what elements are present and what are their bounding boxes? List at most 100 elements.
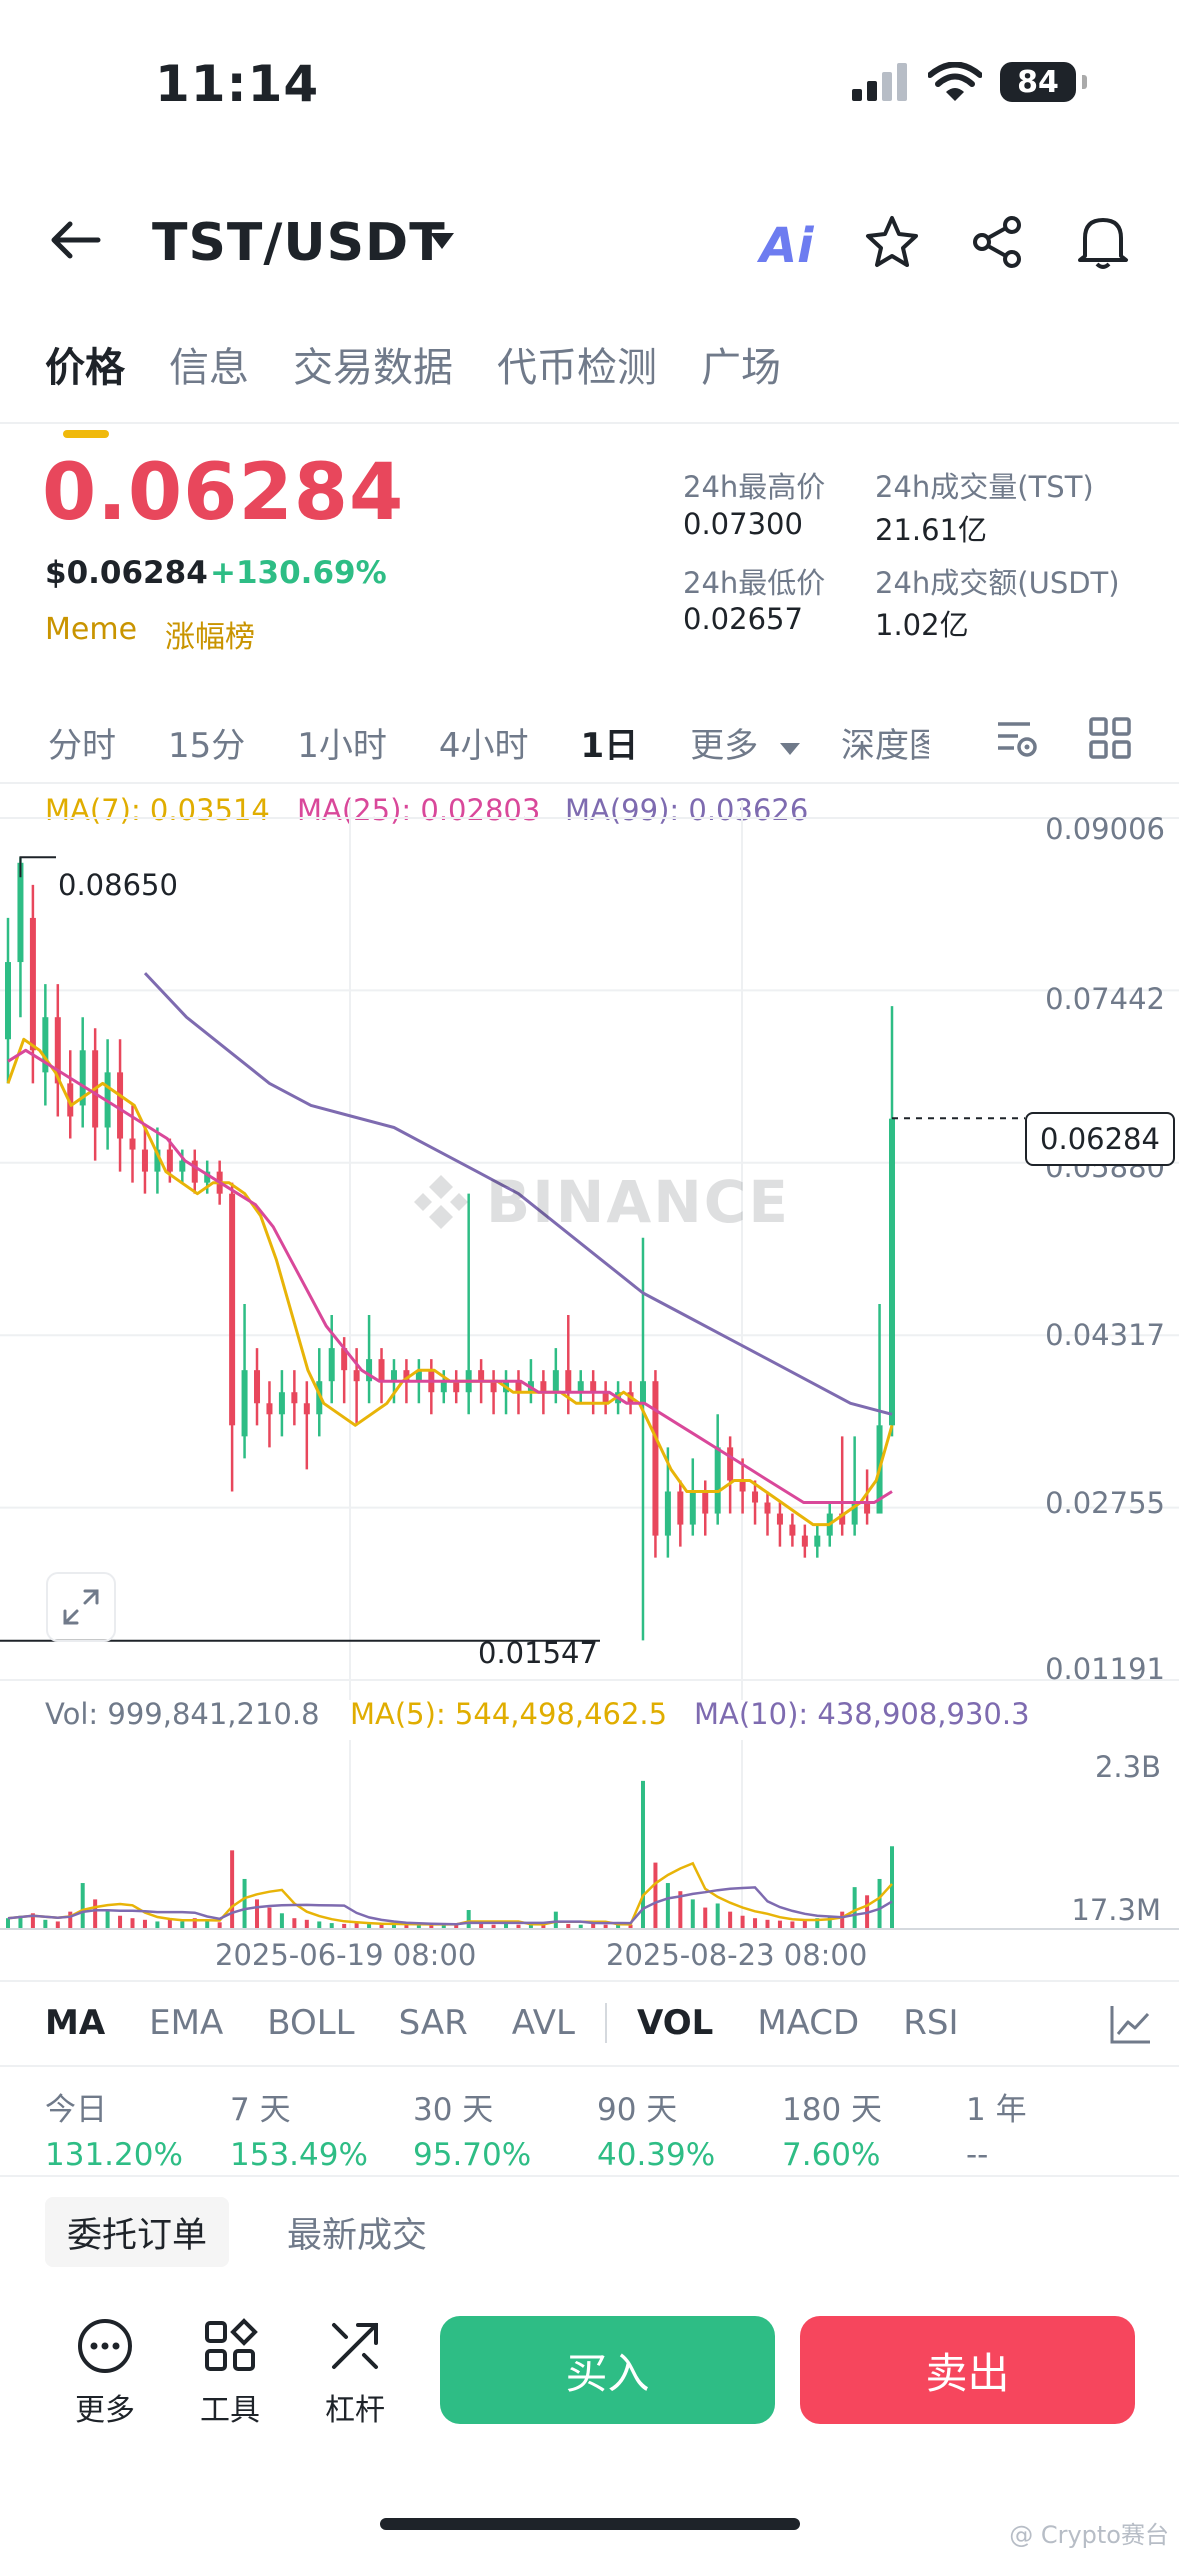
perf-label: 1 年 [966, 2092, 1027, 2128]
tab-info[interactable]: 信息 [169, 345, 249, 391]
volume-bar [566, 1923, 571, 1928]
low-marker-label: 0.01547 [478, 1636, 598, 1670]
candle-body [839, 1513, 846, 1525]
candle-body [254, 1370, 261, 1404]
interval-depth[interactable]: 深度图 [841, 726, 930, 766]
perf-1y: 1 年 -- [966, 2084, 1027, 2173]
more-button[interactable]: 更多 [45, 2317, 165, 2429]
interval-4h[interactable]: 4小时 [438, 726, 529, 766]
tab-price[interactable]: 价格 [45, 335, 125, 438]
volume-bar [354, 1923, 359, 1928]
perf-divider [0, 2175, 1179, 2177]
tag-meme[interactable]: Meme [45, 612, 138, 647]
back-arrow-icon[interactable] [48, 218, 102, 262]
candle-body [42, 1017, 49, 1073]
candle-body [154, 1149, 161, 1172]
price-axis-label: 0.04317 [1045, 1318, 1165, 1352]
candle-body [5, 962, 11, 1040]
candle-body [341, 1348, 348, 1371]
tab-square[interactable]: 广场 [701, 345, 781, 391]
candle-body [590, 1381, 597, 1393]
candle-body [241, 1370, 248, 1437]
ai-icon[interactable]: Ai [760, 218, 814, 274]
indicator-boll[interactable]: BOLL [267, 2003, 355, 2043]
indicator-vol[interactable]: VOL [637, 2003, 714, 2043]
candle-body [889, 1118, 895, 1426]
binance-watermark: BINANCE [410, 1168, 790, 1236]
date-label: 2025-06-19 08:00 [215, 1938, 477, 1972]
interval-time[interactable]: 分时 [48, 726, 116, 766]
indicator-ema[interactable]: EMA [149, 2003, 224, 2043]
volume-bar [18, 1915, 23, 1928]
date-label: 2025-08-23 08:00 [606, 1938, 868, 1972]
status-time: 11:14 [155, 55, 320, 113]
layout-grid-icon[interactable] [1088, 716, 1132, 760]
interval-1d[interactable]: 1日 [580, 726, 639, 766]
tab-recent-trades[interactable]: 最新成交 [287, 2215, 428, 2256]
interval-15m[interactable]: 15分 [168, 726, 246, 766]
volume-bar [429, 1924, 434, 1928]
interval-1h[interactable]: 1小时 [297, 726, 387, 766]
sell-button[interactable]: 卖出 [800, 2316, 1135, 2424]
indicator-settings-icon[interactable] [1108, 2002, 1154, 2046]
buy-button[interactable]: 买入 [440, 2316, 775, 2424]
volume-bar [167, 1919, 172, 1928]
candle-body [229, 1193, 236, 1426]
volume-bar [578, 1924, 583, 1928]
pair-title[interactable]: TST/USDT [152, 213, 446, 273]
volume-bar [367, 1923, 372, 1928]
pair-dropdown-icon[interactable] [428, 230, 456, 252]
ma7-legend: MA(7): 0.03514 [45, 793, 270, 827]
perf-90d: 90 天 40.39% [597, 2084, 715, 2173]
volume-bar [105, 1910, 110, 1928]
indicator-sar[interactable]: SAR [398, 2003, 468, 2043]
volume-bar [827, 1915, 832, 1928]
volume-bar [790, 1921, 795, 1928]
fullscreen-button[interactable] [46, 1572, 116, 1642]
tabs-divider [0, 422, 1179, 424]
indicator-rsi[interactable]: RSI [903, 2003, 959, 2043]
top-tabs: 价格 信息 交易数据 代币检测 广场 [45, 335, 781, 438]
candle-body [789, 1524, 796, 1536]
volume-bar [765, 1919, 770, 1928]
indicator-macd[interactable]: MACD [757, 2003, 860, 2043]
binance-watermark-text: BINANCE [486, 1168, 790, 1236]
candle-body [565, 1370, 572, 1393]
price-chart[interactable] [0, 800, 1179, 1700]
indicator-ma[interactable]: MA [45, 2003, 106, 2043]
favorite-star-icon[interactable] [864, 214, 920, 270]
indicator-divider [605, 2003, 608, 2043]
candle-body [67, 1083, 74, 1117]
interval-more[interactable]: 更多 [690, 718, 801, 767]
candle-body [191, 1160, 198, 1183]
leverage-button[interactable]: 杠杆 [295, 2317, 415, 2429]
volume-bar [230, 1850, 235, 1928]
volume-bar [416, 1923, 421, 1928]
indicator-avl[interactable]: AVL [511, 2003, 576, 2043]
volume-chart[interactable] [0, 1740, 1020, 1930]
tab-open-orders[interactable]: 委托订单 [45, 2197, 230, 2267]
volume-bar [728, 1911, 733, 1928]
tag-gainers[interactable]: 涨幅榜 [165, 620, 255, 655]
price-axis-label: 0.01191 [1045, 1652, 1165, 1686]
perf-label: 180 天 [782, 2092, 883, 2128]
home-indicator [380, 2518, 800, 2530]
share-icon[interactable] [970, 214, 1026, 270]
tools-button[interactable]: 工具 [170, 2317, 290, 2429]
chart-bottom-divider [0, 1928, 1179, 1930]
low-value: 0.02657 [683, 602, 803, 636]
chart-settings-icon[interactable] [994, 716, 1038, 760]
interval-divider [0, 782, 1179, 784]
bell-icon[interactable] [1075, 212, 1131, 272]
candle-body [801, 1535, 808, 1547]
perf-value: 7.60% [782, 2137, 881, 2173]
candle-body [204, 1171, 211, 1183]
volume-bar [516, 1924, 521, 1928]
volume-bar [279, 1913, 284, 1928]
candle-body [79, 1050, 86, 1106]
tab-token-check[interactable]: 代币检测 [497, 345, 657, 391]
candle-body [403, 1370, 410, 1382]
tab-trading-data[interactable]: 交易数据 [293, 345, 453, 391]
volume-bar [753, 1918, 758, 1928]
perf-value: 131.20% [45, 2137, 183, 2173]
